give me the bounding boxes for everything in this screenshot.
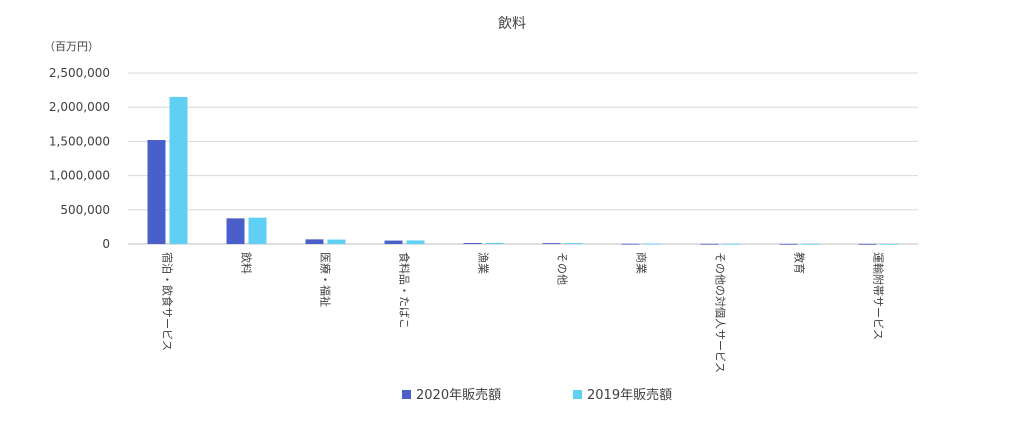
x-category-label: その他: [556, 252, 569, 285]
bar: [384, 240, 403, 244]
bar: [801, 243, 820, 245]
x-category-label: 医療・福祉: [319, 252, 333, 307]
bar: [858, 243, 877, 245]
gridlines: [128, 72, 918, 245]
bars: [147, 96, 899, 245]
bar: [621, 243, 640, 245]
x-category-label: 教育: [793, 252, 807, 274]
bar: [463, 242, 482, 244]
bar: [643, 243, 662, 245]
bar: [564, 243, 583, 244]
bar: [169, 96, 188, 244]
bar: [226, 218, 245, 244]
x-category-label: その他の対個人サービス: [714, 252, 728, 373]
y-axis-tick-labels: 0 500,000 1,000,000 1,500,000 2,000,000 2,500…: [49, 66, 110, 251]
x-axis-category-labels: 宿泊・飲食サービス 飲料 医療・福祉 食料品・たばこ 漁業 その他 商業 その他の対個人サービ…: [161, 252, 886, 373]
legend: 2020年販売額 2019年販売額: [402, 387, 672, 403]
bar: [305, 239, 324, 244]
bar: [248, 217, 267, 244]
x-category-label: 宿泊・飲食サービス: [161, 252, 175, 351]
bar: [722, 243, 741, 245]
x-category-label: 漁業: [477, 252, 491, 274]
bar: [700, 243, 719, 245]
bar: [485, 242, 504, 244]
y-tick-label: 500,000: [60, 203, 110, 217]
y-tick-label: 2,000,000: [49, 100, 110, 114]
legend-swatch: [573, 390, 582, 399]
bar: [779, 243, 798, 245]
bar: [880, 243, 899, 245]
y-axis-unit-label: （百万円）: [44, 40, 99, 53]
x-category-label: 飲料: [240, 252, 254, 274]
bar: [327, 239, 346, 244]
y-tick-label: 1,000,000: [49, 169, 110, 183]
y-tick-label: 0: [102, 237, 110, 251]
legend-label: 2020年販売額: [416, 387, 501, 403]
bar: [147, 140, 166, 244]
legend-swatch: [402, 390, 411, 399]
y-tick-label: 2,500,000: [49, 66, 110, 80]
bar: [406, 240, 425, 244]
x-category-label: 食料品・たばこ: [398, 252, 412, 329]
chart-title: 飲料: [498, 16, 526, 32]
bar: [542, 243, 561, 244]
x-category-label: 商業: [635, 252, 649, 274]
legend-label: 2019年販売額: [587, 387, 672, 403]
x-category-label: 運輸附帯サービス: [872, 252, 886, 340]
y-tick-label: 1,500,000: [49, 134, 110, 148]
